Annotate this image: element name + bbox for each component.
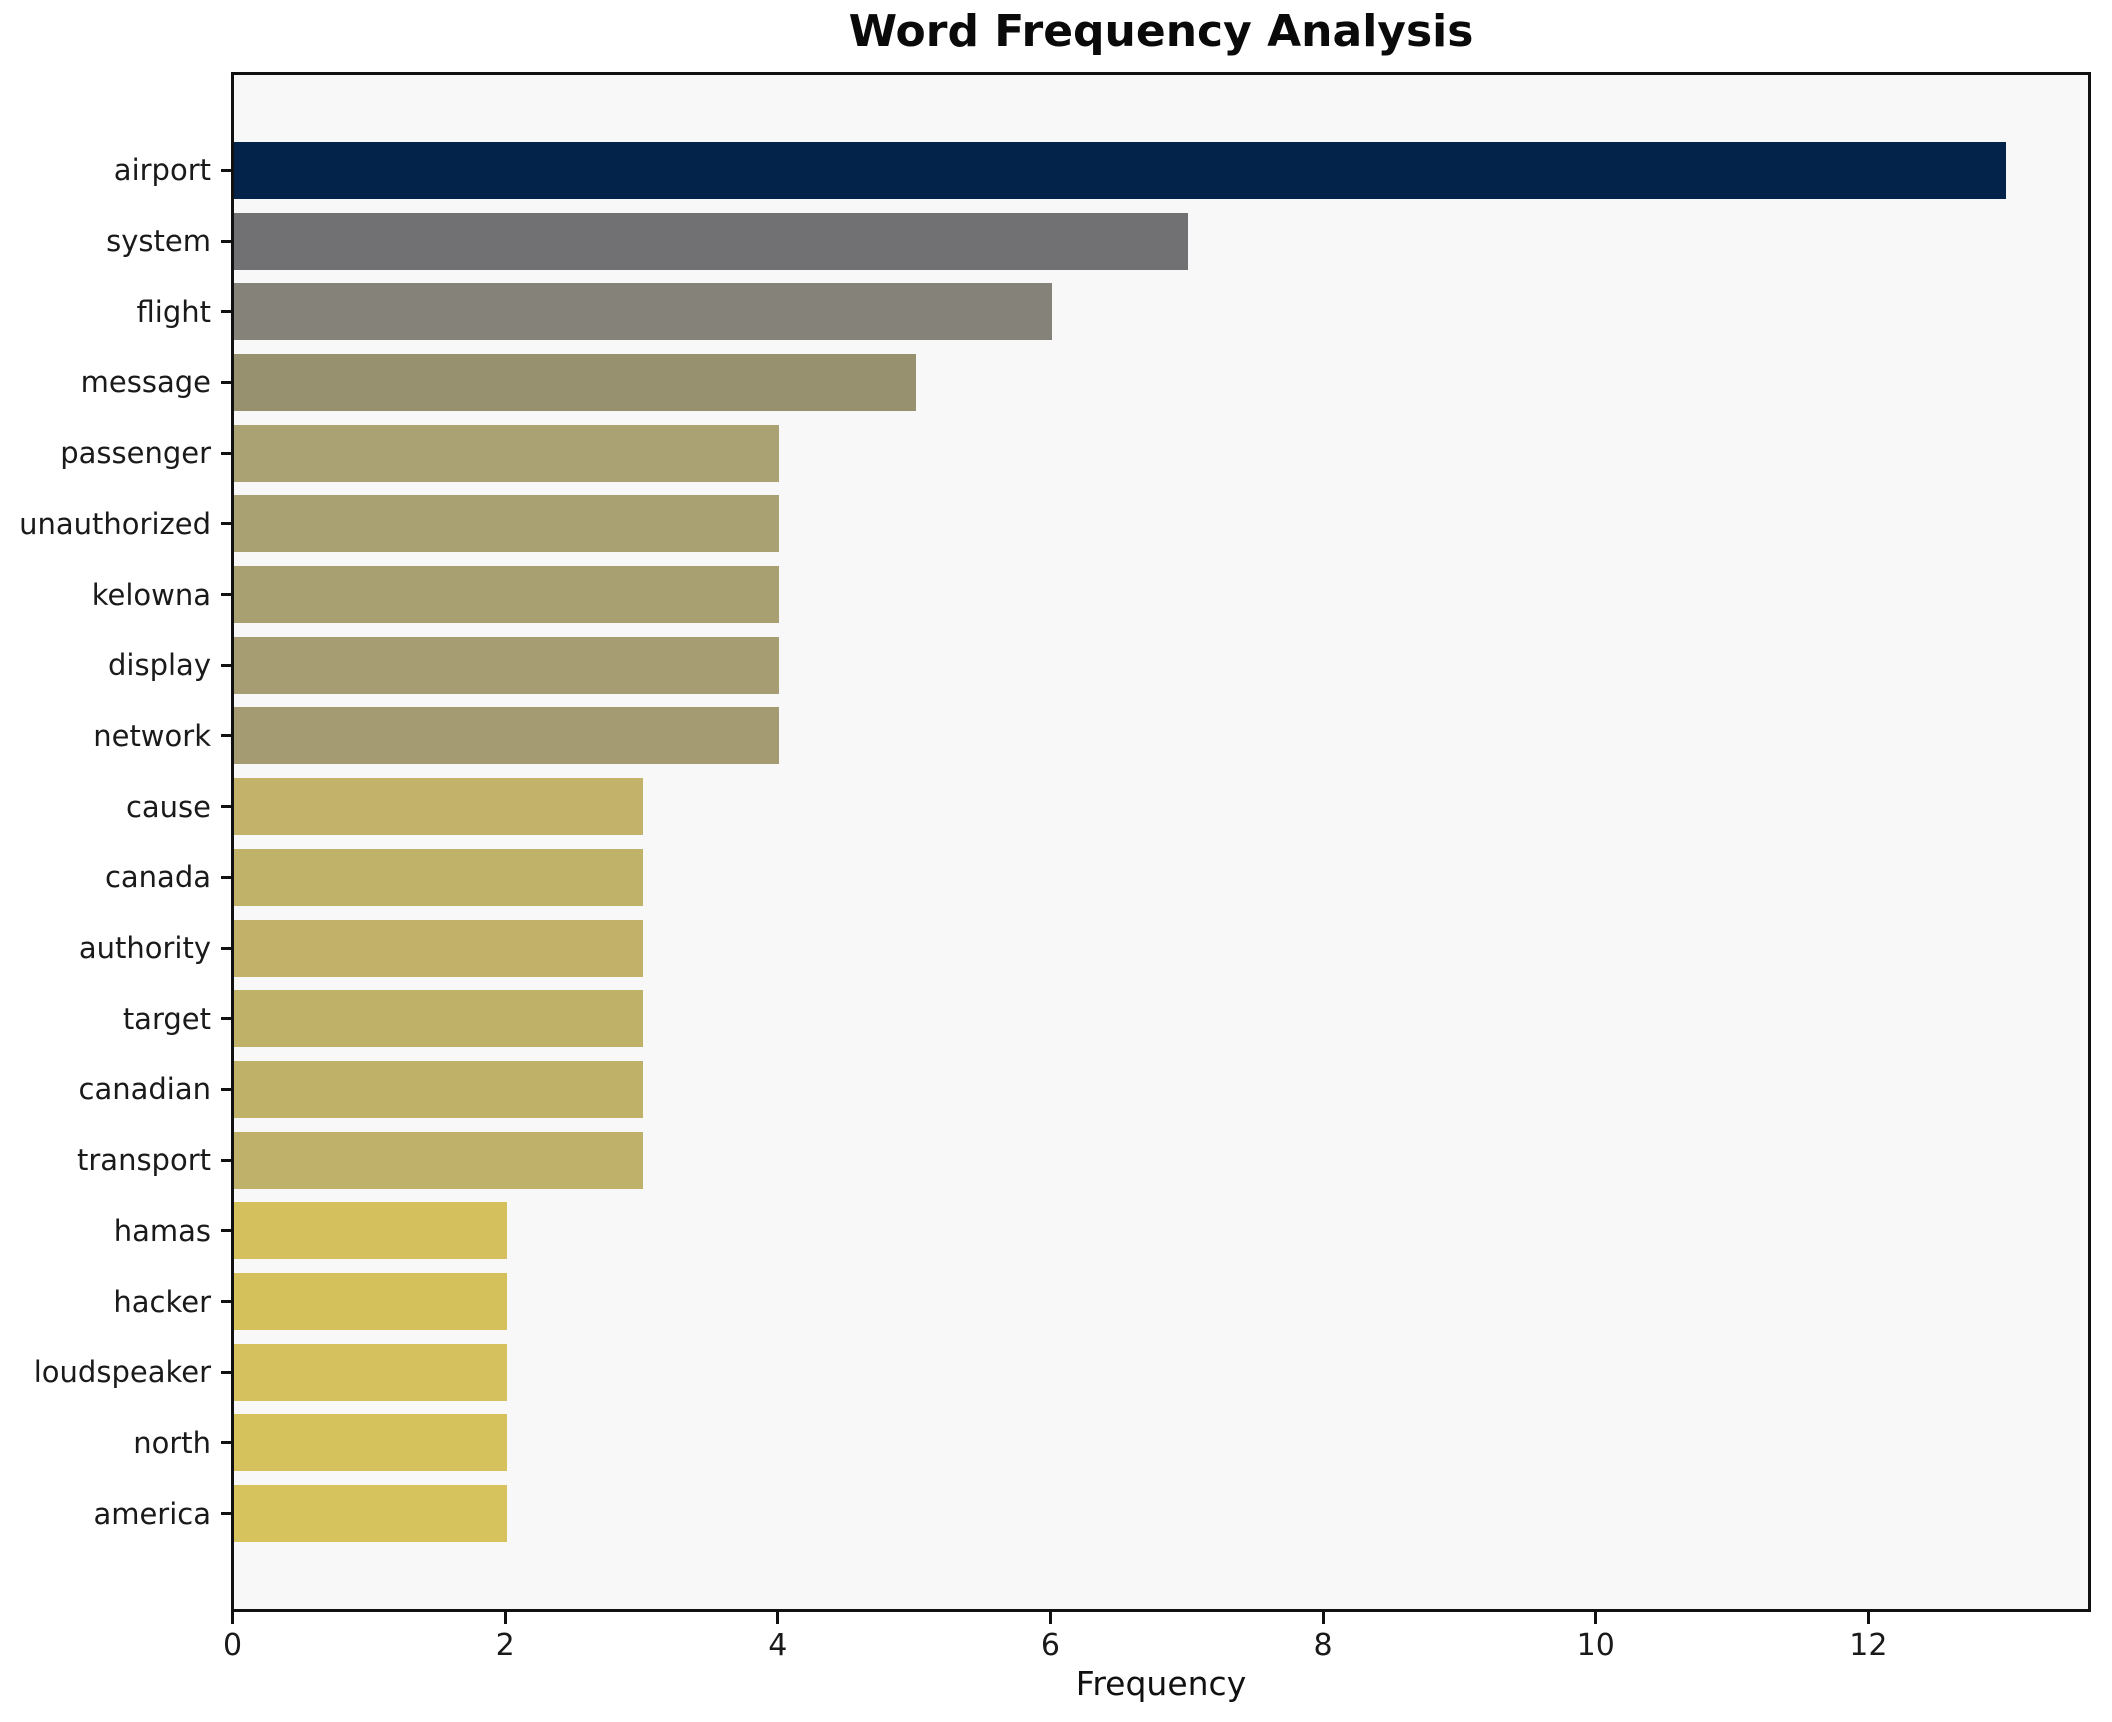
- y-label-north: north: [133, 1425, 211, 1460]
- y-tick-target: [221, 1017, 231, 1021]
- bar-display: [234, 636, 780, 694]
- bar-loudspeaker: [234, 1343, 507, 1401]
- bar-cause: [234, 778, 643, 836]
- bar-unauthorized: [234, 495, 780, 553]
- y-tick-north: [221, 1441, 231, 1445]
- y-label-authority: authority: [78, 931, 211, 966]
- bar-message: [234, 353, 916, 411]
- y-tick-unauthorized: [221, 522, 231, 526]
- y-tick-kelowna: [221, 593, 231, 597]
- chart-title: Word Frequency Analysis: [848, 6, 1474, 57]
- y-tick-network: [221, 734, 231, 738]
- x-tick-6: [1048, 1612, 1052, 1624]
- bar-america: [234, 1485, 507, 1543]
- y-tick-hacker: [221, 1300, 231, 1304]
- y-label-message: message: [80, 365, 211, 400]
- y-tick-cause: [221, 805, 231, 809]
- y-label-loudspeaker: loudspeaker: [33, 1355, 211, 1390]
- y-label-flight: flight: [136, 294, 211, 329]
- y-label-passenger: passenger: [60, 436, 211, 471]
- bar-north: [234, 1414, 507, 1472]
- bar-kelowna: [234, 566, 780, 624]
- y-tick-america: [221, 1512, 231, 1516]
- x-tick-8: [1321, 1612, 1325, 1624]
- y-label-target: target: [122, 1001, 211, 1036]
- x-tick-2: [503, 1612, 507, 1624]
- y-label-system: system: [106, 224, 211, 259]
- x-tick-10: [1594, 1612, 1598, 1624]
- bar-system: [234, 212, 1189, 270]
- bar-transport: [234, 1131, 643, 1189]
- bar-canada: [234, 848, 643, 906]
- x-tick-label-2: 2: [495, 1628, 515, 1663]
- y-tick-display: [221, 663, 231, 667]
- y-label-airport: airport: [113, 153, 211, 188]
- y-tick-message: [221, 380, 231, 384]
- x-tick-label-4: 4: [768, 1628, 788, 1663]
- bar-airport: [234, 141, 2007, 199]
- y-label-hacker: hacker: [113, 1284, 211, 1319]
- x-axis-label: Frequency: [1075, 1664, 1247, 1703]
- y-tick-canada: [221, 875, 231, 879]
- bar-authority: [234, 919, 643, 977]
- y-tick-loudspeaker: [221, 1370, 231, 1374]
- y-label-network: network: [93, 718, 211, 753]
- x-tick-12: [1866, 1612, 1870, 1624]
- x-tick-0: [231, 1612, 234, 1624]
- x-tick-label-0: 0: [222, 1628, 243, 1663]
- y-tick-passenger: [221, 451, 231, 455]
- y-tick-authority: [221, 946, 231, 950]
- bar-canadian: [234, 1060, 643, 1118]
- y-tick-system: [221, 239, 231, 243]
- y-tick-airport: [221, 168, 231, 172]
- y-label-hamas: hamas: [113, 1213, 211, 1248]
- bar-hacker: [234, 1273, 507, 1331]
- y-label-transport: transport: [77, 1143, 211, 1178]
- y-tick-flight: [221, 310, 231, 314]
- bar-flight: [234, 283, 1052, 341]
- y-label-america: america: [93, 1496, 211, 1531]
- bar-hamas: [234, 1202, 507, 1260]
- y-label-kelowna: kelowna: [91, 577, 211, 612]
- x-tick-label-8: 8: [1313, 1628, 1333, 1663]
- y-tick-transport: [221, 1158, 231, 1162]
- y-tick-hamas: [221, 1229, 231, 1233]
- x-tick-label-6: 6: [1040, 1628, 1060, 1663]
- y-label-display: display: [108, 648, 211, 683]
- x-tick-label-12: 12: [1849, 1628, 1888, 1663]
- y-label-canada: canada: [104, 860, 211, 895]
- y-label-canadian: canadian: [78, 1072, 211, 1107]
- y-tick-canadian: [221, 1087, 231, 1091]
- bar-network: [234, 707, 780, 765]
- x-tick-label-10: 10: [1576, 1628, 1615, 1663]
- bar-target: [234, 990, 643, 1048]
- bar-passenger: [234, 424, 780, 482]
- y-label-unauthorized: unauthorized: [19, 506, 211, 541]
- y-label-cause: cause: [125, 789, 211, 824]
- x-tick-4: [776, 1612, 780, 1624]
